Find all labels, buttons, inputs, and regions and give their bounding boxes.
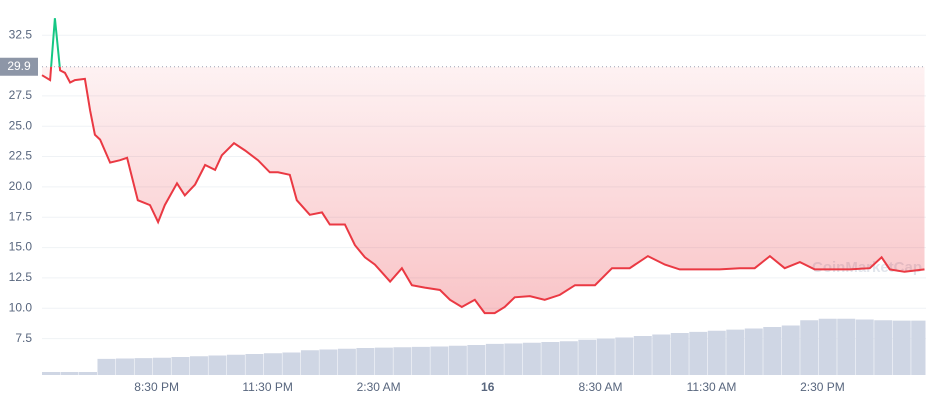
volume-bar	[448, 345, 467, 375]
volume-bar	[726, 329, 745, 375]
volume-bar	[596, 338, 615, 375]
volume-bar	[97, 358, 116, 375]
volume-bar	[911, 320, 926, 375]
x-tick-label: 2:30 PM	[800, 380, 845, 394]
volume-bar	[763, 327, 782, 375]
volume-bar	[356, 348, 375, 375]
volume-bar	[226, 354, 245, 375]
x-tick-label: 11:30 PM	[242, 380, 292, 394]
volume-bar	[319, 349, 338, 375]
y-tick-label: 20.0	[9, 179, 33, 193]
volume-bar	[411, 346, 430, 375]
y-tick-label: 10.0	[9, 300, 33, 314]
price-area	[42, 66, 925, 314]
volume-bar	[855, 319, 874, 375]
volume-bar	[578, 339, 597, 375]
volume-bar	[522, 342, 541, 375]
volume-bar	[707, 330, 726, 375]
volume-bar	[152, 357, 171, 375]
volume-bar	[633, 336, 652, 375]
y-tick-label: 7.5	[15, 331, 32, 345]
volume-bar	[485, 343, 504, 375]
volume-bar	[559, 341, 578, 375]
volume-bar	[171, 357, 190, 375]
volume-bar	[78, 372, 97, 375]
x-tick-label: 16	[481, 380, 495, 394]
x-tick-label: 2:30 AM	[357, 380, 401, 394]
price-line-down	[41, 66, 925, 315]
volume-bar	[744, 328, 763, 375]
volume-bar	[374, 347, 393, 375]
baseline-label-box	[0, 57, 38, 76]
volume-bar	[263, 353, 282, 375]
volume-bar	[874, 320, 893, 375]
y-tick-label: 12.5	[9, 270, 33, 284]
y-tick-label: 32.5	[9, 27, 33, 41]
volume-bar	[337, 348, 356, 375]
x-tick-label: 8:30 PM	[134, 380, 179, 394]
volume-bar	[282, 352, 301, 375]
volume-bar	[42, 372, 60, 375]
volume-bar	[504, 343, 523, 375]
volume-bar	[818, 318, 837, 375]
volume-bar	[208, 355, 227, 375]
volume-bar	[300, 350, 319, 375]
volume-bar	[652, 334, 671, 375]
volume-bar	[467, 345, 486, 375]
volume-bar	[134, 358, 153, 375]
y-tick-label: 25.0	[9, 118, 33, 132]
volume-bar	[689, 331, 708, 375]
x-tick-label: 11:30 AM	[687, 380, 737, 394]
volume-bar	[781, 325, 800, 375]
y-tick-label: 17.5	[9, 209, 33, 223]
volume-bar	[189, 356, 208, 375]
volume-bar	[800, 320, 819, 375]
y-tick-label: 22.5	[9, 149, 33, 163]
volume-bar	[541, 342, 560, 375]
volume-bar	[430, 346, 449, 375]
volume-bar	[245, 354, 264, 375]
volume-bar	[115, 358, 134, 375]
y-tick-label: 27.5	[9, 88, 33, 102]
x-tick-label: 8:30 AM	[578, 380, 622, 394]
volume-bar	[60, 372, 79, 375]
volume-bar	[615, 337, 634, 375]
volume-bar	[892, 320, 911, 375]
y-tick-label: 15.0	[9, 240, 33, 254]
volume-bar	[670, 333, 689, 375]
volume-bar	[393, 347, 412, 375]
volume-bar	[837, 318, 856, 375]
baseline-label: 29.9	[7, 59, 31, 73]
